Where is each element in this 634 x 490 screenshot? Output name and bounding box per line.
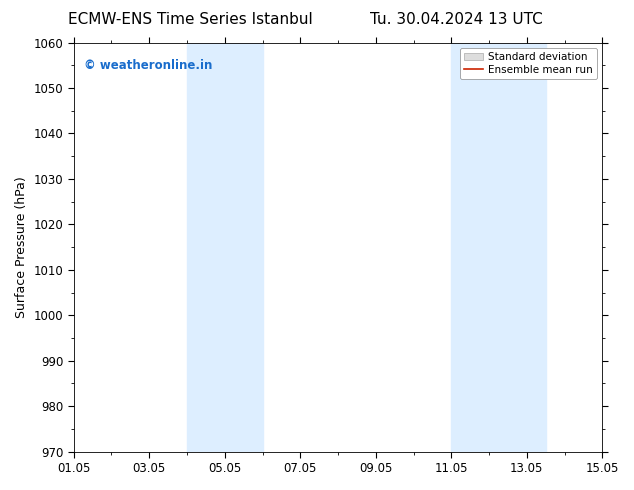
Bar bbox=[451, 43, 489, 452]
Y-axis label: Surface Pressure (hPa): Surface Pressure (hPa) bbox=[15, 176, 28, 318]
Text: © weatheronline.in: © weatheronline.in bbox=[84, 59, 212, 72]
Bar bbox=[187, 43, 224, 452]
Text: ECMW-ENS Time Series Istanbul: ECMW-ENS Time Series Istanbul bbox=[68, 12, 313, 27]
Bar bbox=[489, 43, 546, 452]
Legend: Standard deviation, Ensemble mean run: Standard deviation, Ensemble mean run bbox=[460, 48, 597, 79]
Text: Tu. 30.04.2024 13 UTC: Tu. 30.04.2024 13 UTC bbox=[370, 12, 543, 27]
Bar bbox=[224, 43, 262, 452]
